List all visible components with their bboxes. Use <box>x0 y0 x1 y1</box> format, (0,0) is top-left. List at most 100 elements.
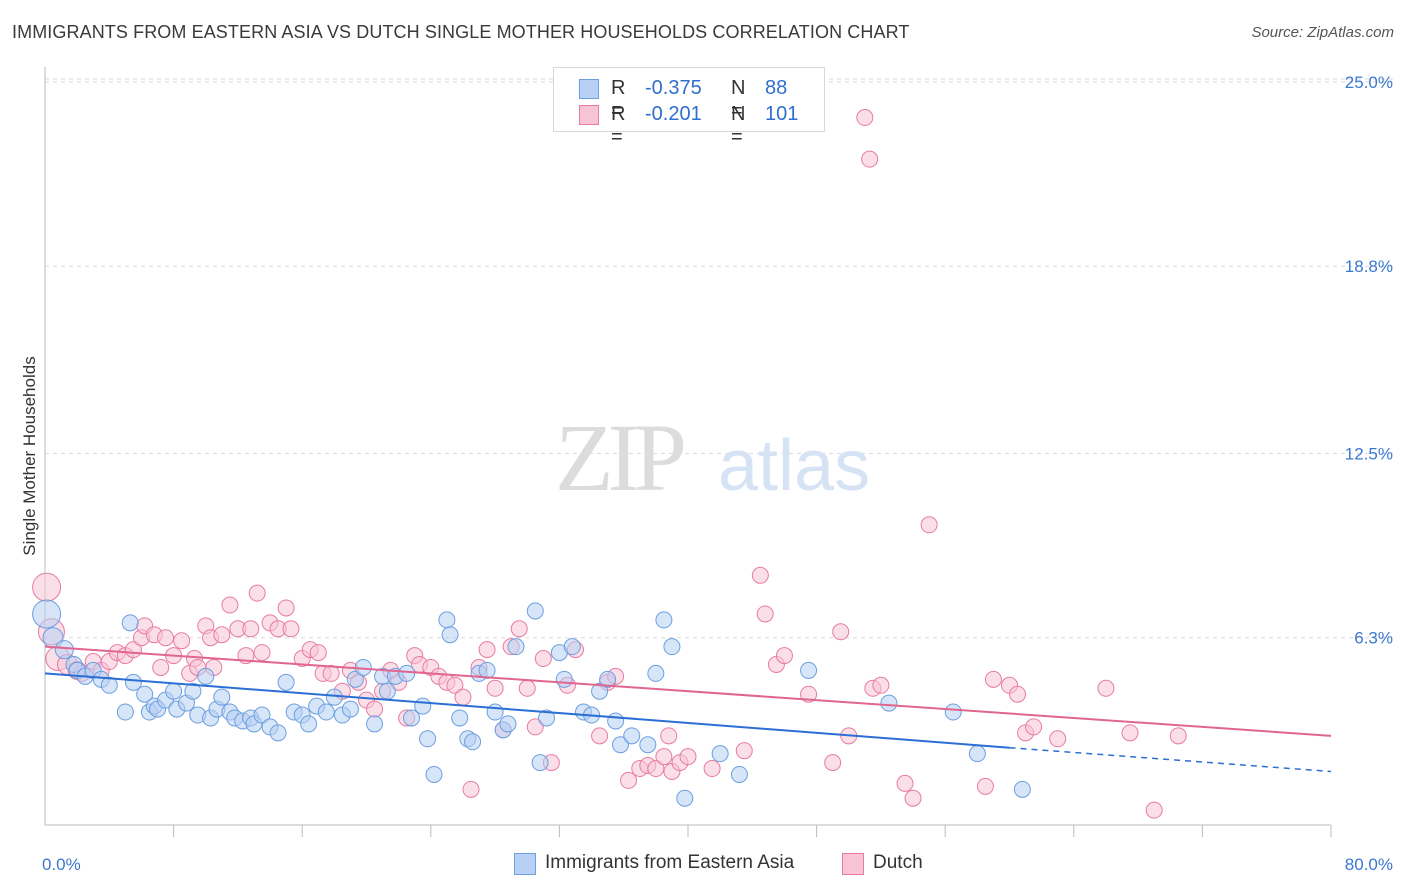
legend-r-label: R = <box>611 103 626 148</box>
data-point <box>703 760 721 778</box>
legend-r-label: R = <box>611 77 626 122</box>
x-tick-label: 0.0% <box>42 855 81 874</box>
data-point <box>555 670 573 688</box>
data-point <box>735 742 753 760</box>
data-point <box>1009 685 1027 703</box>
data-point <box>679 748 697 766</box>
data-point <box>660 727 678 745</box>
series-label: Dutch <box>873 852 923 873</box>
series-swatch-blue <box>514 853 536 875</box>
data-point <box>711 745 729 763</box>
data-point <box>1025 718 1043 736</box>
data-point <box>730 765 748 783</box>
data-point <box>1013 780 1031 798</box>
data-point <box>591 727 609 745</box>
data-point <box>248 584 266 602</box>
data-point <box>54 640 74 660</box>
data-point <box>451 709 469 727</box>
data-point <box>282 620 300 638</box>
data-point <box>454 688 472 706</box>
data-point <box>1121 724 1139 742</box>
data-point <box>599 670 617 688</box>
legend-r-value: -0.201 <box>645 103 702 125</box>
data-point <box>486 703 504 721</box>
trend-line-dutch <box>44 645 1332 737</box>
trend-line-eastern-asia <box>44 672 1010 749</box>
data-point <box>325 688 343 706</box>
data-point <box>510 620 528 638</box>
data-point <box>398 664 416 682</box>
data-point <box>832 623 850 641</box>
data-point <box>462 780 480 798</box>
data-point <box>968 745 986 763</box>
x-tick-label: 80.0% <box>1345 855 1393 874</box>
data-point <box>663 638 681 656</box>
legend-r-value: -0.375 <box>645 77 702 99</box>
legend-n-value: 88 <box>765 77 788 99</box>
source-label: Source: ZipAtlas.com <box>1251 24 1394 41</box>
data-point <box>647 664 665 682</box>
data-point <box>478 641 496 659</box>
data-point <box>1169 727 1187 745</box>
data-point <box>317 703 335 721</box>
data-point <box>563 638 581 656</box>
data-point <box>446 676 464 694</box>
data-point <box>136 685 154 703</box>
data-point <box>173 632 191 650</box>
data-point <box>655 611 673 629</box>
data-point <box>611 736 629 754</box>
data-point <box>378 682 396 700</box>
data-point <box>526 718 544 736</box>
data-point <box>425 765 443 783</box>
data-point <box>213 688 231 706</box>
data-point <box>526 602 544 620</box>
data-point <box>856 109 874 127</box>
data-point <box>1145 801 1163 819</box>
data-point <box>486 679 504 697</box>
data-point <box>499 715 517 733</box>
y-tick-label: 6.3% <box>1354 629 1393 648</box>
y-tick-label: 25.0% <box>1345 73 1393 92</box>
data-point <box>880 694 898 712</box>
data-point <box>277 673 295 691</box>
legend-n-label: N = <box>731 77 746 122</box>
data-point <box>116 703 134 721</box>
data-point <box>309 644 327 662</box>
watermark-atlas: atlas <box>718 426 870 506</box>
chart-title: IMMIGRANTS FROM EASTERN ASIA VS DUTCH SI… <box>12 22 910 42</box>
data-point <box>976 777 994 795</box>
series-swatch-pink <box>842 853 864 875</box>
data-point <box>441 626 459 644</box>
data-point <box>478 661 496 679</box>
data-point <box>507 638 525 656</box>
data-point <box>800 661 818 679</box>
data-point <box>197 667 215 685</box>
data-point <box>824 754 842 772</box>
data-point <box>165 682 183 700</box>
data-point <box>655 748 673 766</box>
data-point <box>1049 730 1067 748</box>
data-point <box>920 516 938 534</box>
data-point <box>464 733 482 751</box>
data-point <box>269 724 287 742</box>
data-point <box>607 712 625 730</box>
data-point <box>124 673 142 691</box>
watermark-zip: ZIP <box>555 404 684 511</box>
data-point <box>242 620 260 638</box>
y-tick-label: 12.5% <box>1345 444 1393 463</box>
data-point <box>414 697 432 715</box>
axes-layer: 25.0% 18.8% 12.5% 6.3% 0.0% 80.0% <box>42 67 1393 874</box>
data-point <box>341 700 359 718</box>
data-point <box>32 572 62 602</box>
data-point <box>756 605 774 623</box>
series-label: Immigrants from Eastern Asia <box>545 852 795 873</box>
points-layer <box>32 109 1187 819</box>
y-tick-label: 18.8% <box>1345 257 1393 276</box>
data-point <box>184 682 202 700</box>
data-point <box>346 670 364 688</box>
data-point <box>152 658 170 676</box>
data-point <box>531 754 549 772</box>
data-point <box>253 706 271 724</box>
data-point <box>647 760 665 778</box>
